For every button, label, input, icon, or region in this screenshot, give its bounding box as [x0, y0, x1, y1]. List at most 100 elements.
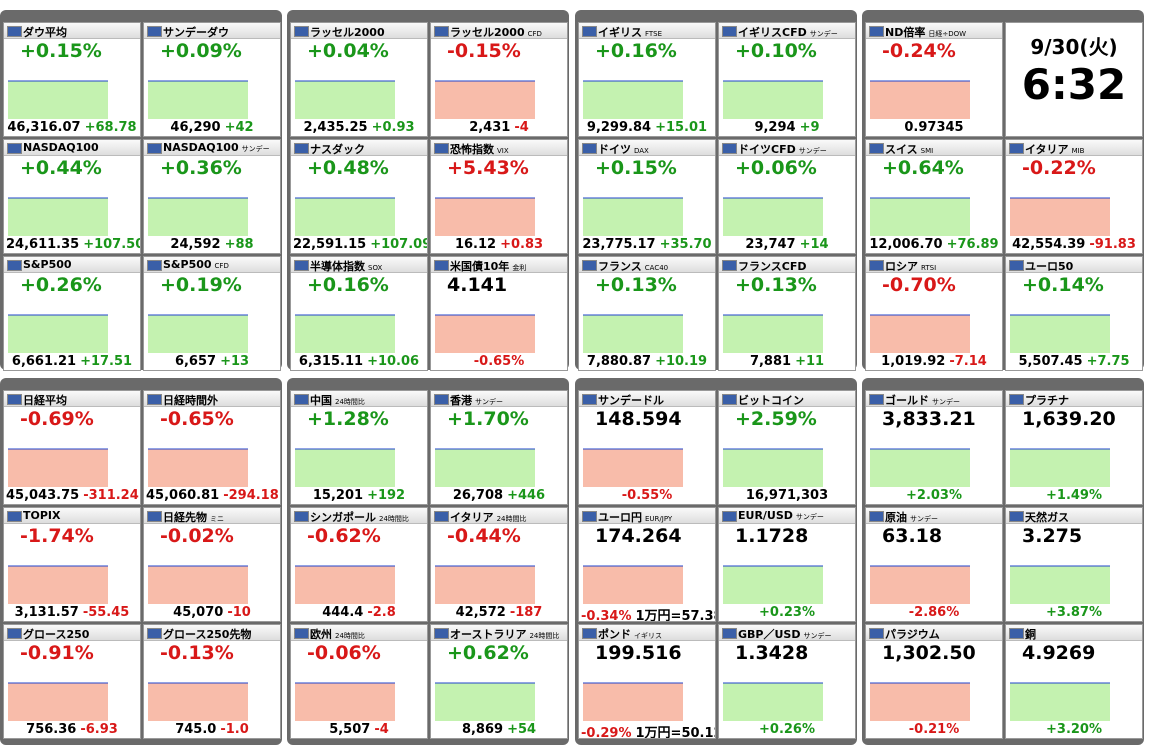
tile-name: グロース250先物 [163, 626, 251, 642]
flag [434, 26, 449, 37]
chart-fill [8, 566, 108, 604]
footer-value: 46,290 [170, 120, 221, 135]
tile: ラッセル2000 +0.04% 2,435.25 +0.93 [290, 22, 428, 137]
footer-value: +7.75 [1086, 354, 1130, 369]
tile-name: NASDAQ100 サンデー [163, 141, 270, 154]
chart-fill [295, 683, 395, 721]
tile-footer: 16.12 +0.83 [431, 237, 567, 252]
sparkline-area [8, 448, 108, 487]
name-text: プラチナ [1025, 394, 1069, 407]
tile-name: S&P500 [23, 258, 72, 271]
name-text: S&P500 [163, 258, 212, 271]
tile-footer: 42,572 -187 [431, 605, 567, 620]
flag [582, 511, 597, 522]
name-sub: 日経÷DOW [928, 30, 967, 38]
tile-name: ポンド イギリス [598, 626, 662, 642]
tile: サンデーダウ +0.09% 46,290 +42 [143, 22, 281, 137]
tile: NASDAQ100 サンデー +0.36% 24,592 +88 [143, 139, 281, 254]
name-sub: サンデー [241, 145, 270, 153]
tile-footer: 23,775.17 +35.70 [579, 237, 715, 252]
chart-fill [583, 683, 683, 721]
flag [722, 628, 737, 639]
name-text: イギリスCFD [738, 26, 807, 39]
chart-fill [583, 315, 683, 353]
tile-big-value: +1.70% [447, 408, 529, 430]
tile: グロース250 -0.91% 756.36 -6.93 [3, 624, 141, 739]
name-text: NASDAQ100 [163, 141, 239, 154]
footer-value: 22,591.15 [293, 237, 367, 252]
flag [582, 143, 597, 154]
tile-header: 日経先物 ミニ [144, 508, 280, 524]
tile-footer: +1.49% [1006, 488, 1142, 503]
tile-header: ND倍率 日経÷DOW [866, 23, 1002, 39]
tile-footer: 9,294 +9 [719, 120, 855, 135]
footer-value: +0.23% [759, 605, 815, 620]
flag [1009, 511, 1024, 522]
footer-value: -187 [509, 605, 543, 620]
footer-value: 6,315.11 [298, 354, 364, 369]
sparkline-area [295, 314, 395, 353]
tile-footer: 45,043.75 -311.24 [4, 488, 140, 503]
name-text: NASDAQ100 [23, 141, 99, 154]
tile-footer: +2.03% [866, 488, 1002, 503]
footer-value: 9,294 [754, 120, 796, 135]
footer-value: 23,775.17 [582, 237, 656, 252]
name-text: シンガポール [310, 511, 376, 524]
name-sub: DAX [634, 147, 649, 155]
chart-fill [1010, 315, 1110, 353]
tile-footer: +0.23% [719, 605, 855, 620]
tile-big-value: +0.04% [307, 40, 389, 62]
name-text: TOPIX [23, 509, 61, 522]
name-text: グロース250先物 [163, 628, 252, 641]
clock: 9/30(火) 6:32 [1005, 22, 1143, 137]
tile: S&P500 +0.26% 6,661.21 +17.51 [3, 256, 141, 371]
sparkline-area [435, 565, 535, 604]
tile: GBP／USD サンデー 1.3428 +0.26% [718, 624, 856, 739]
footer-value: +68.78 [84, 120, 137, 135]
sparkline-area [583, 314, 683, 353]
tile-big-value: +0.36% [160, 157, 242, 179]
sparkline-area [1010, 314, 1110, 353]
name-sub: サンデー [809, 30, 838, 38]
tile-footer: +3.87% [1006, 605, 1142, 620]
name-text: サンデードル [598, 394, 664, 407]
flag [7, 260, 22, 271]
footer-value: 46,316.07 [7, 120, 81, 135]
tile-big-value: 4.141 [447, 274, 508, 296]
name-text: ロシア [885, 260, 918, 273]
footer-value: +15.01 [655, 120, 708, 135]
tile-footer: 45,070 -10 [144, 605, 280, 620]
flag [147, 26, 162, 37]
flag [294, 628, 309, 639]
chart-fill [583, 566, 683, 604]
tile-header: イタリア MIB [1006, 140, 1142, 156]
name-text: ゴールド [885, 394, 929, 407]
footer-value: -0.65% [473, 354, 525, 369]
name-text: ラッセル2000 [450, 26, 525, 39]
flag [7, 511, 22, 522]
tile: 日経時間外 -0.65% 45,060.81 -294.18 [143, 390, 281, 505]
tile-header: 米国債10年 金利 [431, 257, 567, 273]
tile-footer: 15,201 +192 [291, 488, 427, 503]
tile-name: サンデーダウ [163, 24, 229, 40]
chart-fill [1010, 449, 1110, 487]
chart-fill [583, 198, 683, 236]
tile-header: ラッセル2000 [291, 23, 427, 39]
tile-name: イギリスCFD サンデー [738, 24, 838, 40]
sparkline-area [583, 197, 683, 236]
tile-name: グロース250 [23, 626, 89, 642]
flag [722, 26, 737, 37]
name-sub: MIB [1071, 147, 1085, 155]
name-sub: 24時間比 [529, 632, 560, 640]
tile-header: ラッセル2000 CFD [431, 23, 567, 39]
name-text: フランスCFD [738, 260, 807, 273]
tile-footer: 23,747 +14 [719, 237, 855, 252]
tile-name: ユーロ50 [1025, 258, 1073, 274]
footer-value: -0.34% [581, 609, 632, 622]
tile-name: 日経先物 ミニ [163, 509, 224, 525]
name-text: 恐怖指数 [450, 143, 494, 156]
tile-name: パラジウム [885, 626, 940, 642]
tile-header: ビットコイン [719, 391, 855, 407]
footer-value: 0.97345 [904, 120, 964, 135]
sparkline-area [148, 80, 248, 119]
